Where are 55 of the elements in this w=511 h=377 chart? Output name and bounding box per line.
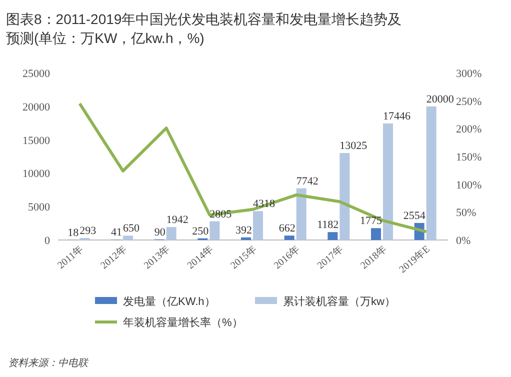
x-tick-label: 2011年	[55, 243, 86, 272]
bar	[210, 221, 220, 240]
y-tick-label: 15000	[22, 134, 50, 147]
legend-label: 发电量（亿KW.h）	[123, 295, 216, 308]
bar	[328, 232, 338, 240]
data-label: 1182	[317, 219, 339, 232]
y2-tick-label: 50%	[456, 207, 476, 220]
bar	[371, 228, 381, 240]
x-tick-label: 2013年	[142, 243, 172, 272]
x-tick-label: 2014年	[184, 243, 216, 272]
y-tick-label: 20000	[22, 101, 50, 114]
data-label: 18	[68, 226, 80, 239]
data-label: 662	[278, 222, 296, 235]
y2-tick-label: 0%	[456, 235, 471, 247]
bar	[123, 236, 133, 240]
data-label: 650	[123, 222, 140, 235]
bar	[426, 106, 436, 240]
x-tick-label: 2012年	[98, 243, 129, 272]
x-tick-label: 2015年	[228, 243, 259, 272]
data-label: 13025	[340, 140, 368, 152]
data-label: 250	[192, 225, 210, 238]
legend-label: 累计装机容量（万kw）	[283, 295, 396, 308]
data-label: 1775	[360, 215, 382, 228]
x-tick-label: 2019年E	[396, 243, 432, 276]
x-tick-label: 2016年	[272, 243, 302, 272]
bar	[241, 237, 251, 240]
legend-label: 年装机容量增长率（%）	[123, 316, 243, 329]
data-label: 2554	[403, 210, 426, 222]
y2-tick-label: 300%	[456, 68, 482, 80]
y2-tick-label: 100%	[456, 179, 482, 192]
bar	[296, 188, 306, 240]
y2-tick-label: 150%	[456, 152, 482, 164]
x-tick-label: 2018年	[358, 243, 389, 272]
data-label: 17446	[383, 110, 411, 122]
data-label: 90	[154, 226, 166, 238]
data-label: 2805	[210, 208, 232, 220]
data-label: 20000	[426, 93, 454, 106]
data-label: 293	[80, 225, 97, 238]
y-tick-label: 25000	[22, 68, 50, 80]
bar	[284, 236, 294, 240]
bar	[253, 211, 263, 240]
bar	[166, 227, 176, 240]
y-tick-label: 10000	[22, 168, 50, 180]
y2-tick-label: 250%	[456, 96, 482, 108]
bar	[340, 152, 350, 240]
text: 资料来源：中电联	[8, 357, 89, 369]
data-label: 392	[236, 224, 252, 236]
data-label: 41	[111, 226, 122, 239]
y-tick-label: 5000	[28, 202, 50, 214]
data-label: 1942	[166, 214, 188, 226]
data-label: 7742	[296, 175, 318, 188]
y-tick-label: 0	[44, 235, 50, 247]
chart-title: 图表8：2011-2019年中国光伏发电装机容量和发电量增长趋势及预测(单位：万KW，亿kw.h，%)	[6, 11, 402, 46]
bar	[383, 123, 393, 240]
y2-tick-label: 200%	[456, 124, 482, 136]
